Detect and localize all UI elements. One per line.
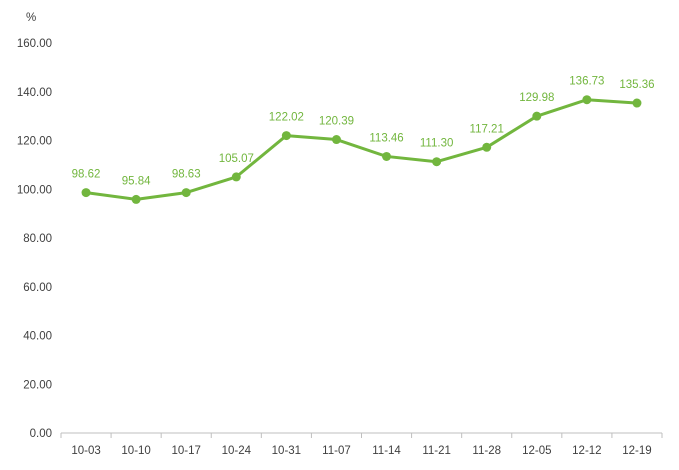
data-point: [81, 188, 91, 198]
y-tick-label: 140.00: [17, 87, 52, 99]
data-label: 122.02: [269, 112, 304, 124]
x-tick-label: 10-31: [272, 445, 301, 457]
y-tick-label: 40.00: [23, 331, 52, 343]
data-label: 95.84: [122, 175, 151, 187]
y-axis-unit-label: %: [26, 12, 36, 24]
data-label: 129.98: [519, 92, 554, 104]
y-axis-ticks: 0.00 20.00 40.00 60.00 80.00 100.00 120.00 140.…: [17, 38, 52, 440]
y-tick-label: 100.00: [17, 184, 52, 196]
series-line: [84, 98, 639, 201]
data-label: 105.07: [219, 153, 254, 165]
x-tick-label: 11-14: [372, 445, 401, 457]
y-tick-label: 160.00: [17, 38, 52, 50]
data-point: [532, 111, 542, 121]
data-point: [482, 142, 492, 152]
data-label: 135.36: [619, 79, 654, 91]
data-label: 120.39: [319, 116, 354, 128]
data-label: 117.21: [470, 123, 504, 135]
data-label: 136.73: [569, 76, 604, 88]
x-axis: [60, 432, 663, 438]
data-point: [632, 98, 642, 108]
y-tick-label: 20.00: [23, 379, 52, 391]
x-tick-label: 12-12: [572, 445, 601, 457]
x-tick-label: 10-17: [171, 445, 200, 457]
data-label: 98.63: [172, 169, 201, 181]
data-point: [432, 157, 442, 167]
data-point: [331, 135, 341, 145]
x-tick-label: 11-07: [322, 445, 351, 457]
x-tick-label: 10-03: [71, 445, 100, 457]
data-point: [181, 188, 191, 198]
data-point: [231, 172, 241, 182]
data-label: 113.46: [369, 132, 403, 144]
x-tick-label: 11-28: [472, 445, 501, 457]
data-label: 98.62: [72, 169, 101, 181]
y-tick-label: 60.00: [23, 282, 52, 294]
x-tick-label: 12-19: [622, 445, 651, 457]
data-point: [131, 194, 141, 204]
x-tick-label: 12-05: [522, 445, 551, 457]
x-axis-ticks: 10-03 10-10 10-17 10-24 10-31 11-07 11-14 11-21…: [71, 445, 651, 457]
data-point: [582, 95, 592, 105]
series-layer: [81, 95, 642, 204]
y-tick-label: 80.00: [23, 233, 52, 245]
data-label: 111.30: [420, 138, 453, 150]
data-labels: 98.62 95.84 98.63 105.07 122.02 120.39 113.46 1…: [72, 76, 655, 188]
y-tick-label: 120.00: [17, 136, 52, 148]
x-tick-label: 11-21: [422, 445, 451, 457]
y-tick-label: 0.00: [30, 428, 52, 440]
x-tick-label: 10-24: [222, 445, 252, 457]
data-point: [382, 151, 392, 161]
x-tick-label: 10-10: [121, 445, 150, 457]
data-point: [281, 131, 291, 141]
